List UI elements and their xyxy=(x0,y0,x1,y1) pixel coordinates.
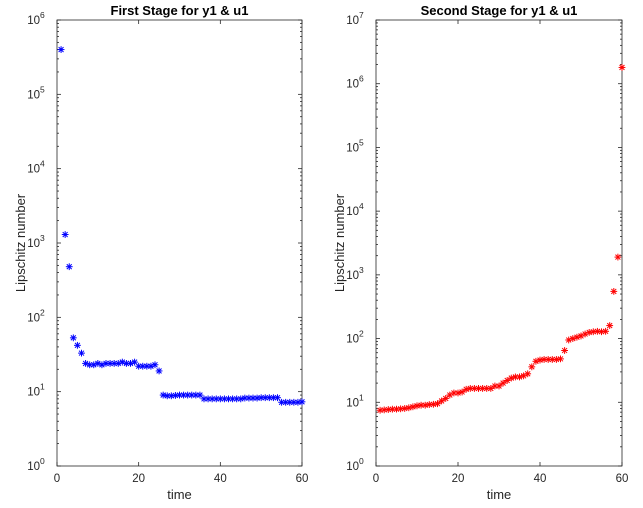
data-point xyxy=(475,385,482,392)
x-tick-label: 40 xyxy=(214,473,227,485)
data-point xyxy=(512,373,519,381)
data-point xyxy=(265,394,273,402)
x-tick-label: 20 xyxy=(132,473,145,485)
y-tick-label: 104 xyxy=(346,201,364,218)
data-point xyxy=(499,379,507,387)
data-point xyxy=(78,349,85,357)
chart-title: First Stage for y1 & u1 xyxy=(111,3,249,18)
data-markers xyxy=(376,64,626,414)
x-axis-label: time xyxy=(167,487,192,502)
data-point xyxy=(188,391,196,399)
data-point xyxy=(65,263,73,271)
data-point xyxy=(610,287,618,295)
data-point xyxy=(151,361,159,369)
data-point xyxy=(102,360,110,367)
data-point xyxy=(61,231,69,238)
data-point xyxy=(155,367,163,375)
data-point xyxy=(135,362,143,370)
data-point xyxy=(274,394,281,402)
data-point xyxy=(606,322,614,329)
y-tick-label: 105 xyxy=(346,137,364,154)
data-point xyxy=(74,341,81,349)
data-point xyxy=(86,361,94,369)
y-tick-label: 102 xyxy=(27,307,45,324)
y-tick-label: 101 xyxy=(346,392,364,409)
y-tick-label: 100 xyxy=(27,456,45,473)
data-point xyxy=(389,405,396,413)
y-tick-label: 106 xyxy=(27,10,45,27)
data-point xyxy=(57,46,65,53)
data-point xyxy=(602,327,609,335)
y-tick-label: 102 xyxy=(346,329,364,346)
data-point xyxy=(524,370,532,378)
y-tick-label: 107 xyxy=(346,10,364,27)
data-point xyxy=(241,394,249,402)
data-point xyxy=(557,355,564,363)
data-point xyxy=(483,385,491,392)
data-point xyxy=(69,334,77,342)
data-point xyxy=(204,395,212,403)
y-tick-label: 103 xyxy=(346,265,364,282)
data-point xyxy=(454,389,462,397)
data-point xyxy=(139,362,147,370)
data-point xyxy=(409,403,417,411)
data-point xyxy=(216,395,224,403)
chart-title: Second Stage for y1 & u1 xyxy=(421,3,578,18)
data-point xyxy=(614,253,622,261)
data-point xyxy=(417,401,425,409)
data-point xyxy=(257,394,265,402)
data-point xyxy=(618,64,626,71)
data-point xyxy=(298,398,306,406)
axis-ticks: 0 20 40 60 100 101 102 103 104 105 106 xyxy=(27,10,308,485)
data-point xyxy=(561,347,568,354)
x-tick-label: 40 xyxy=(534,473,547,485)
data-point xyxy=(229,395,236,403)
data-point xyxy=(495,382,503,390)
data-point xyxy=(131,358,138,366)
data-point xyxy=(516,373,523,381)
y-tick-label: 103 xyxy=(27,233,45,250)
y-axis-label: Lipschitz number xyxy=(13,193,28,292)
x-axis-label: time xyxy=(487,487,512,502)
data-point xyxy=(163,392,171,400)
data-point xyxy=(442,395,450,402)
data-markers xyxy=(57,46,306,406)
data-point xyxy=(540,356,548,363)
data-point xyxy=(196,391,204,399)
axis-ticks: 0 20 40 60 100 101 102 103 104 105 106 107 xyxy=(346,10,628,485)
data-point xyxy=(458,388,466,396)
first-stage-plot: First Stage for y1 & u1 time Lipschitz n… xyxy=(13,3,308,502)
y-tick-label: 101 xyxy=(27,382,45,399)
y-tick-label: 104 xyxy=(27,159,45,176)
data-point xyxy=(143,362,151,370)
y-tick-label: 106 xyxy=(346,74,364,91)
data-point xyxy=(528,363,536,371)
y-tick-label: 100 xyxy=(346,456,364,473)
second-stage-plot: Second Stage for y1 & u1 time Lipschitz … xyxy=(332,3,628,502)
x-tick-label: 60 xyxy=(296,473,309,485)
y-tick-label: 105 xyxy=(27,84,45,101)
x-tick-label: 0 xyxy=(54,473,60,485)
data-point xyxy=(221,395,228,403)
axes-box xyxy=(375,19,623,467)
data-point xyxy=(405,404,413,412)
x-tick-label: 0 xyxy=(373,473,379,485)
x-tick-label: 20 xyxy=(452,473,465,485)
data-point xyxy=(548,356,556,363)
x-tick-label: 60 xyxy=(616,473,629,485)
data-point xyxy=(471,385,478,392)
y-axis-label: Lipschitz number xyxy=(332,193,347,292)
data-point xyxy=(434,400,441,408)
data-point xyxy=(462,385,470,393)
